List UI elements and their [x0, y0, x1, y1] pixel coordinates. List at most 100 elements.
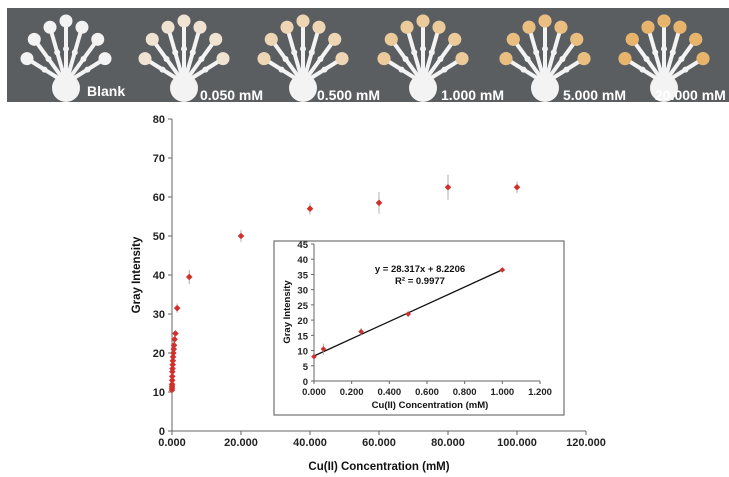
x-tick-label: 0.600 [415, 387, 439, 398]
detection-zone-stain [377, 52, 391, 66]
device-node [682, 66, 689, 73]
device-node [41, 66, 48, 73]
y-tick-label: 70 [153, 153, 165, 165]
detection-zone-stain [577, 52, 591, 66]
detection-zone [209, 32, 223, 46]
device-node [398, 66, 405, 73]
data-point [444, 183, 452, 191]
main-data-points [168, 174, 521, 394]
detection-zone-stain [138, 52, 152, 66]
sample-reservoir [531, 74, 559, 102]
x-tick-label: 0.000 [158, 437, 186, 449]
detection-zone [91, 32, 105, 46]
x-tick-label: 1.000 [490, 387, 514, 398]
device-node [563, 66, 570, 73]
device-node [163, 55, 170, 62]
device-node [643, 55, 650, 62]
detection-zone-stain [448, 32, 462, 46]
main-x-axis-title: Cu(II) Concentration (mM) [308, 461, 449, 473]
detection-zone-stain [280, 20, 294, 34]
main-y-ticks: 0 10 20 30 40 50 60 70 80 [153, 114, 172, 438]
y-tick-label: 40 [297, 255, 308, 266]
detection-zone-stain [455, 52, 469, 66]
detection-zone [296, 14, 310, 28]
data-point [169, 365, 176, 372]
strip-label-5000: 5.000 mM [563, 87, 626, 102]
data-point [185, 273, 193, 281]
strip-label-blank: Blank [87, 83, 125, 99]
trendline-equation: y = 28.317x + 8.2206 [375, 264, 465, 275]
detection-zone-stain [384, 32, 398, 46]
paper-device [138, 14, 230, 102]
x-tick-label: 0.400 [377, 387, 401, 398]
detection-zone-stain [689, 32, 703, 46]
data-point [311, 353, 317, 360]
data-point [170, 345, 178, 353]
detection-zone [328, 32, 342, 46]
detection-zone-stain [618, 52, 632, 66]
y-tick-label: 25 [297, 301, 308, 312]
inset-data-points [311, 267, 506, 360]
data-point [169, 357, 177, 365]
device-node [282, 55, 289, 62]
detection-zone [75, 20, 89, 34]
detection-zone-stain [657, 14, 671, 28]
device-node [520, 66, 527, 73]
trendline-r-squared: R² = 0.9977 [395, 276, 445, 287]
y-tick-label: 45 [297, 240, 308, 251]
y-tick-label: 15 [297, 331, 308, 342]
data-point [513, 183, 521, 191]
sample-reservoir [650, 74, 678, 102]
y-tick-label: 40 [153, 270, 165, 282]
detection-zone [59, 14, 73, 28]
data-point [172, 330, 179, 337]
data-point [375, 199, 383, 207]
detection-zone-stain [312, 20, 326, 34]
y-tick-label: 0 [303, 377, 308, 388]
device-node [321, 66, 328, 73]
x-tick-label: 100.000 [497, 437, 537, 449]
paper-device [377, 14, 469, 102]
device-node [300, 45, 306, 52]
detection-zone-stain [673, 20, 687, 34]
x-tick-label: 120.000 [566, 437, 606, 449]
x-tick-label: 80.000 [431, 437, 465, 449]
detection-zone [257, 52, 271, 66]
detection-zone-stain [625, 32, 639, 46]
sample-reservoir [289, 74, 317, 102]
device-node [428, 49, 435, 56]
device-node [181, 45, 187, 52]
y-tick-label: 30 [153, 309, 165, 321]
detection-zone-stain [216, 52, 230, 66]
paper-device [618, 14, 710, 102]
inset-y-ticks: 0 5 10 15 20 25 30 35 40 45 [297, 240, 314, 388]
detection-zone-stain [538, 14, 552, 28]
y-tick-label: 20 [297, 316, 308, 327]
data-point [173, 304, 181, 312]
data-point [170, 341, 178, 349]
detection-zone [216, 52, 230, 66]
data-point [169, 353, 177, 361]
paper-device [257, 14, 349, 102]
detection-zone [138, 52, 152, 66]
device-node [189, 49, 196, 56]
detection-zone [20, 52, 34, 66]
device-node [172, 49, 179, 56]
strip-label-0050: 0.050 mM [200, 87, 263, 102]
detection-zone [312, 20, 326, 34]
x-tick-label: 60.000 [362, 437, 396, 449]
device-node [678, 55, 685, 62]
x-tick-label: 0.800 [453, 387, 477, 398]
device-node [652, 49, 659, 56]
x-tick-label: 0.200 [340, 387, 364, 398]
photo-strip: Blank 0.050 mM 0.500 mM 1.000 mM 5.000 m… [7, 8, 729, 102]
device-node [550, 49, 557, 56]
detection-zone [177, 14, 191, 28]
y-tick-label: 0 [159, 426, 165, 438]
strip-labels: Blank 0.050 mM 0.500 mM 1.000 mM 5.000 m… [87, 83, 726, 102]
detection-zone [27, 32, 41, 46]
device-node [291, 49, 298, 56]
detection-zone-stain [432, 20, 446, 34]
device-node [524, 55, 531, 62]
